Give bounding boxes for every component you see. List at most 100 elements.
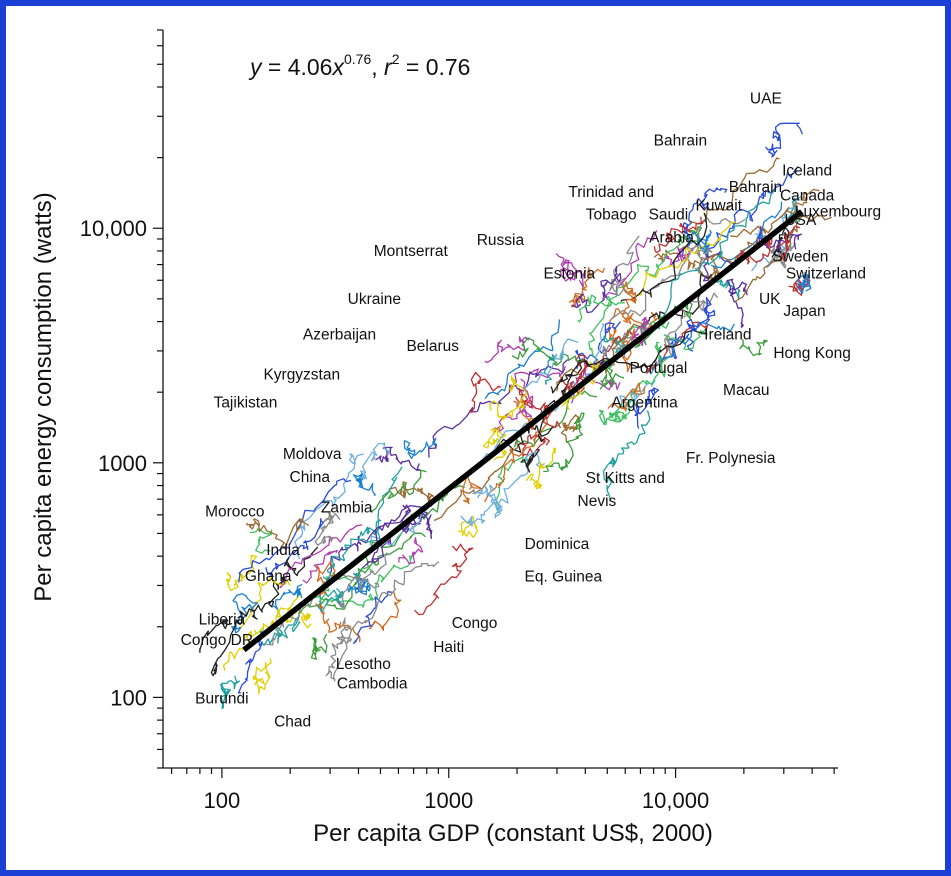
country-label: Chad (274, 714, 311, 731)
country-trajectory (634, 300, 693, 349)
country-label: Congo DR (181, 632, 253, 649)
country-trajectory (513, 397, 536, 431)
country-label: Montserrat (374, 243, 449, 260)
country-label: Ghana (245, 568, 292, 585)
country-trajectory (699, 165, 799, 267)
country-trajectory (511, 337, 583, 367)
country-label: Bahrain (729, 179, 782, 196)
country-trajectory (403, 437, 438, 460)
country-trajectory (525, 447, 557, 490)
country-label: Estonia (543, 266, 595, 283)
fit-equation: y = 4.06x0.76, r2 = 0.76 (248, 51, 470, 80)
country-trajectory (428, 359, 569, 458)
country-trajectory (568, 266, 606, 308)
country-trajectory (598, 399, 637, 426)
country-trajectory (608, 341, 666, 419)
country-trajectory (231, 593, 259, 634)
country-trajectory (699, 238, 758, 267)
country-trajectory (375, 446, 421, 471)
regression-fit-line (242, 209, 804, 653)
country-trajectory (513, 390, 598, 448)
country-label: Ukraine (348, 291, 401, 308)
country-label: Fr. Polynesia (686, 450, 776, 467)
country-trajectory (778, 225, 801, 263)
country-trajectory (302, 549, 339, 584)
country-trajectory (599, 358, 625, 390)
country-label: Arabia (649, 229, 694, 246)
country-trajectory (686, 296, 716, 333)
country-label: Ireland (704, 327, 751, 344)
country-trajectory (649, 321, 735, 375)
country-trajectory (710, 201, 783, 269)
country-trajectory (484, 402, 560, 503)
country-label: Switzerland (786, 266, 866, 283)
country-trajectory (472, 484, 503, 519)
country-trajectory (610, 217, 746, 320)
country-trajectory (588, 296, 625, 358)
country-trajectory (358, 529, 398, 574)
country-label: Canada (780, 188, 835, 205)
country-trajectory (368, 590, 402, 632)
country-trajectory (495, 456, 530, 514)
country-trajectory (357, 442, 391, 488)
country-trajectory (457, 515, 479, 539)
country-label: Azerbaijan (303, 327, 376, 344)
country-label: Nevis (578, 493, 617, 510)
country-trajectory (219, 675, 241, 710)
country-trajectory (543, 412, 585, 473)
country-trajectory (484, 319, 561, 400)
country-label: UK (759, 291, 781, 308)
country-trajectory (739, 339, 768, 357)
country-trajectory (252, 658, 272, 695)
country-label: Hong Kong (773, 345, 851, 362)
country-label: India (266, 542, 300, 559)
country-trajectory (433, 430, 520, 522)
country-label: Kyrgyzstan (263, 367, 340, 384)
country-trajectory (575, 321, 622, 370)
country-label: Tajikistan (214, 395, 278, 412)
country-trajectory (325, 617, 352, 682)
x-tick-label: 1000 (424, 788, 473, 813)
country-label: Burundi (195, 691, 248, 708)
country-trajectory (571, 266, 622, 314)
country-label: Belarus (406, 338, 459, 355)
country-trajectory (726, 278, 748, 328)
country-trajectory (264, 552, 390, 646)
country-trajectory (688, 157, 780, 225)
country-trajectory (414, 543, 474, 616)
country-trajectory (639, 273, 713, 329)
country-trajectory (550, 329, 708, 394)
country-label: Russia (477, 232, 525, 249)
country-trajectory (332, 561, 440, 680)
country-label: Morocco (205, 504, 264, 521)
country-trajectory (279, 524, 363, 589)
country-trajectory (352, 472, 376, 496)
country-trajectory (310, 633, 328, 660)
country-label: Japan (783, 303, 825, 320)
country-label: Sweden (772, 249, 828, 266)
country-trajectory (524, 338, 579, 390)
country-trajectory (555, 323, 645, 392)
country-label: Tobago (586, 206, 637, 223)
country-label: Bahrain (654, 133, 707, 150)
country-trajectory (246, 517, 310, 550)
country-trajectory (352, 590, 393, 645)
country-trajectory (658, 188, 777, 330)
country-label: UAE (750, 91, 782, 108)
country-trajectory (210, 608, 256, 677)
country-trajectory (484, 336, 530, 364)
country-trajectory (621, 281, 638, 325)
country-trajectory (730, 188, 820, 238)
country-trajectory (336, 575, 380, 610)
country-label: Kuwait (695, 198, 742, 215)
country-trajectory (482, 425, 508, 461)
country-trajectory (314, 510, 341, 546)
country-trajectory (398, 537, 424, 565)
country-trajectory (253, 615, 301, 647)
country-trajectory (609, 235, 640, 297)
country-label: Congo (452, 615, 498, 632)
country-trajectory (601, 332, 634, 358)
